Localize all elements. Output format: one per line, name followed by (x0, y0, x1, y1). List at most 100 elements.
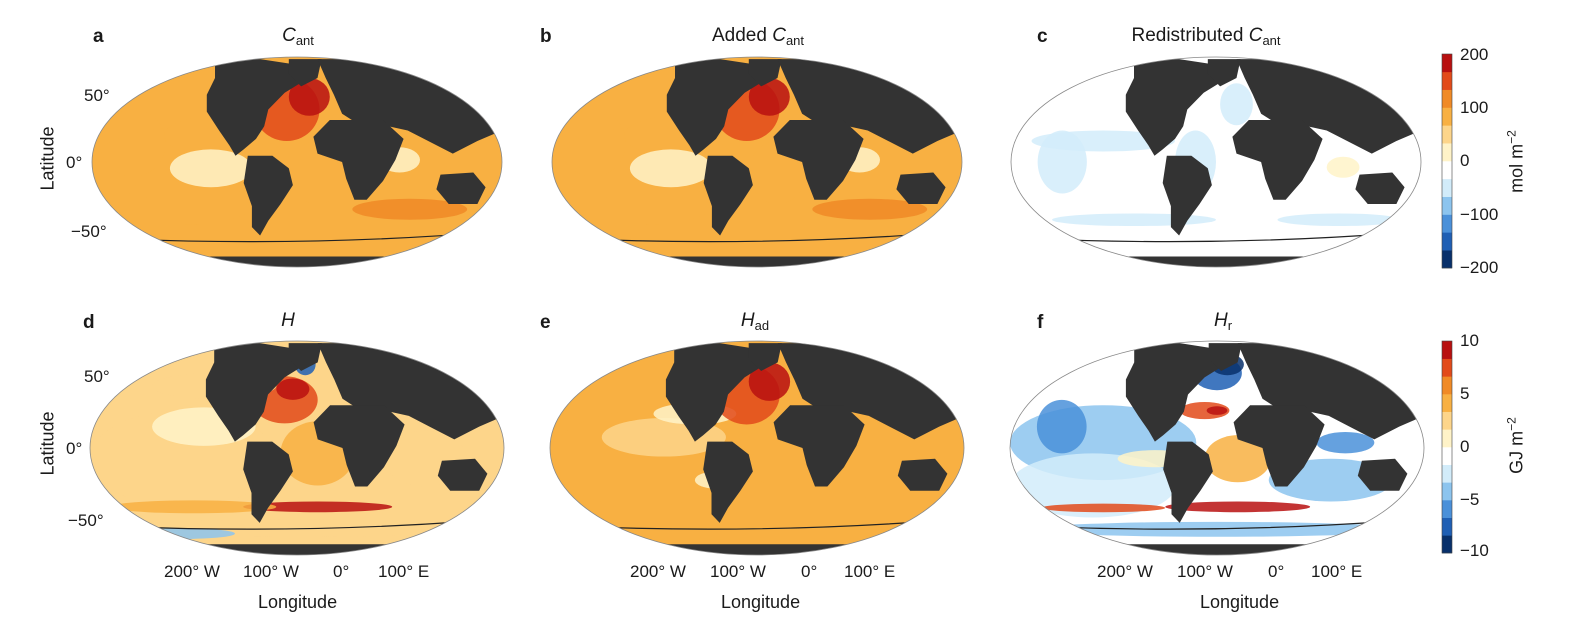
map-border (89, 340, 505, 556)
land-samerica (703, 155, 753, 236)
x-tick: 100° E (378, 562, 430, 581)
ocean-anomaly-patch (835, 439, 927, 500)
land-samerica (243, 441, 293, 523)
y-axis-label-top: Latitude (37, 126, 58, 191)
colorbar-tick: −200 (1460, 258, 1499, 277)
colorbar-swatch (1442, 517, 1452, 536)
ocean-anomaly-patch (1326, 156, 1360, 178)
land-greenland (1208, 343, 1242, 371)
land-australia (436, 172, 486, 204)
ocean-anomaly-patch (1037, 130, 1087, 194)
x-tick: 100° W (1177, 562, 1233, 581)
colorbar-tick: 10 (1460, 331, 1479, 350)
colorbar-swatch (1442, 482, 1452, 501)
ocean-anomaly-patch (276, 378, 310, 400)
ocean-anomaly-patch (748, 78, 790, 116)
colorbar-swatch (1442, 447, 1452, 465)
x-tick: 200° W (164, 562, 220, 581)
map-panel-a (91, 56, 503, 268)
land-samerica (703, 441, 753, 523)
ocean-anomaly-patch (629, 149, 712, 188)
colorbar-tick: 5 (1460, 384, 1470, 403)
y-tick: 0° (66, 439, 83, 458)
colorbar-label-top: mol m−2 (1504, 130, 1527, 193)
panel-letter-b: b (540, 26, 552, 47)
land-australia (1355, 172, 1405, 204)
colorbar-swatch (1442, 411, 1452, 430)
land-australia (1357, 458, 1408, 491)
colorbar-swatch (1442, 143, 1452, 162)
colorbar-swatch (1442, 535, 1452, 554)
colorbar-swatch (1442, 464, 1452, 483)
ocean-anomaly-patch (748, 362, 791, 401)
map-panel-b (551, 56, 963, 268)
colorbar-swatch (1442, 107, 1452, 126)
y-tick: 50° (84, 86, 110, 105)
ocean-anomaly-patch (570, 514, 944, 532)
map-border (1010, 56, 1422, 268)
ocean-anomaly-patch (552, 183, 716, 225)
panel-letter-c: c (1037, 26, 1048, 47)
land-australia (896, 172, 946, 204)
land-antarctica (550, 544, 964, 555)
ocean-anomaly-patch (1036, 399, 1087, 454)
colorbar-swatch (1442, 394, 1452, 412)
map-border (1009, 340, 1425, 556)
x-tick: 100° W (243, 562, 299, 581)
land-namerica (205, 343, 306, 442)
colorbar-frame (1441, 53, 1453, 269)
ocean-anomaly-patch (1220, 83, 1253, 126)
land-antarctica (1010, 544, 1424, 555)
ocean-anomaly-patch (1010, 453, 1176, 518)
x-tick: 100° W (710, 562, 766, 581)
ocean-anomaly-patch (352, 198, 468, 220)
land-namerica (206, 59, 306, 156)
land-australia (437, 458, 488, 491)
panel-title-f: Hr (1213, 310, 1233, 333)
y-tick: 0° (66, 153, 83, 172)
colorbar-swatch (1442, 429, 1452, 448)
y-tick: 50° (84, 367, 110, 386)
colorbar-tick: 100 (1460, 98, 1489, 117)
colorbar-swatch (1442, 250, 1452, 269)
colorbar-swatch (1442, 232, 1452, 251)
land-australia (897, 458, 948, 491)
land-antarctica (92, 256, 502, 267)
x-axis-label-f: Longitude (1200, 592, 1280, 612)
ocean-anomaly-patch (1052, 213, 1216, 227)
land-namerica (665, 343, 766, 442)
ocean-anomaly-patch (1206, 406, 1228, 415)
ocean-anomaly-patch (288, 78, 330, 116)
colorbar-tick: 0 (1460, 151, 1470, 170)
ocean-anomaly-patch (100, 109, 166, 177)
colorbar-swatch (1442, 89, 1452, 108)
panel-letter-d: d (83, 312, 95, 333)
y-tick: −50° (68, 511, 104, 530)
colorbar-tick: −5 (1460, 490, 1480, 509)
land-samerica (1163, 441, 1213, 523)
ocean-anomaly-patch (1316, 431, 1375, 454)
colorbar-bottom (1441, 340, 1453, 554)
x-tick: 100° E (1311, 562, 1363, 581)
ocean-anomaly-patch (1165, 501, 1311, 513)
colorbar-swatch (1442, 358, 1452, 377)
land-africa (1232, 120, 1323, 200)
colorbar-swatch (1442, 214, 1452, 233)
x-tick: 0° (801, 562, 818, 581)
land-greenland (288, 59, 322, 87)
ocean-anomaly-patch (243, 501, 393, 513)
colorbar-swatch (1442, 376, 1452, 395)
ocean-anomaly-patch (169, 149, 252, 188)
x-tick: 200° W (630, 562, 686, 581)
ocean-anomaly-patch (560, 109, 626, 177)
panel-letter-e: e (540, 312, 551, 333)
colorbar-swatch (1442, 178, 1452, 197)
panel-title-b: Added Cant (711, 25, 805, 48)
x-tick: 200° W (1097, 562, 1153, 581)
map-panel-d (89, 340, 505, 556)
colorbar-swatch (1442, 161, 1452, 180)
land-antarctica (1011, 256, 1421, 267)
ocean-anomaly-patch (92, 183, 256, 225)
land-namerica (666, 59, 766, 156)
